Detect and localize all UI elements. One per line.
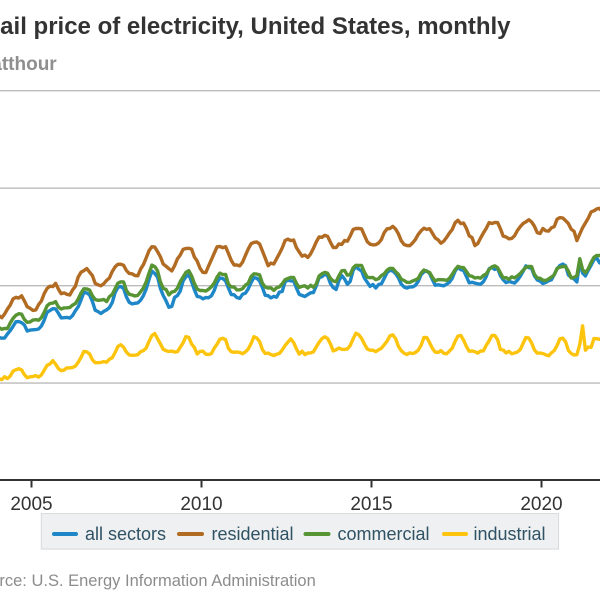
svg-text:2005: 2005 (10, 494, 52, 515)
svg-text:2010: 2010 (180, 494, 222, 515)
svg-text:industrial: industrial (474, 524, 546, 544)
svg-text:residential: residential (212, 524, 294, 544)
svg-text:Source: U.S. Energy Informatio: Source: U.S. Energy Information Administ… (0, 572, 316, 590)
svg-text:all sectors: all sectors (85, 524, 166, 544)
svg-text:2020: 2020 (520, 494, 562, 515)
svg-text:2015: 2015 (350, 494, 392, 515)
svg-text:commercial: commercial (338, 524, 430, 544)
